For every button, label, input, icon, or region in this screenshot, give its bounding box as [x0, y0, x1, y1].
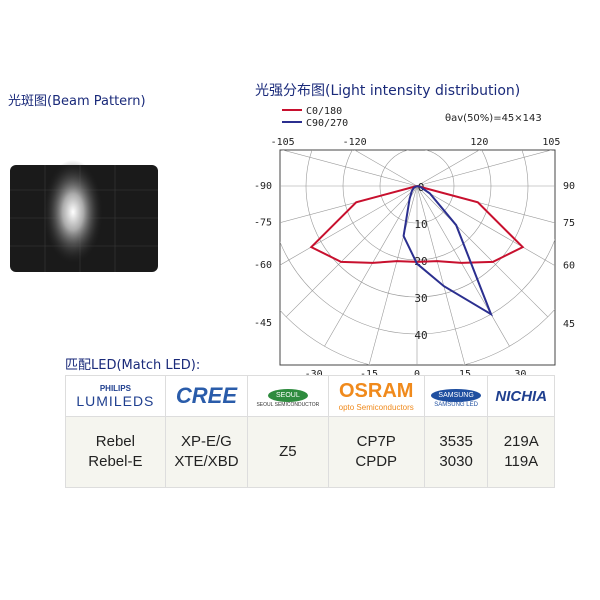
model-cell: Z5 [247, 416, 329, 488]
model-text: XTE/XBD [174, 453, 239, 470]
match-title: 匹配LED(Match LED): [65, 358, 201, 373]
brand-logo-text: OSRAM [338, 380, 414, 402]
angle-tick-label: -15 [360, 369, 378, 375]
brand-logo-text: SAMSUNG [431, 389, 481, 402]
brand-cell: NICHIA [487, 375, 555, 417]
angle-tick-label: -75 [254, 218, 272, 229]
brand-cell: OSRAM opto Semiconductors [327, 375, 425, 417]
model-text: 119A [504, 453, 539, 470]
brand-logo-text: SEOUL SEMICONDUCTOR [256, 402, 320, 408]
grid-spoke [285, 185, 418, 318]
brand-logo-text: CREE [175, 383, 237, 408]
angle-tick-label: 30 [514, 369, 526, 375]
model-text: XP-E/G [181, 433, 232, 450]
brand-cell: PHILIPS LUMILEDS [65, 375, 166, 417]
chart-title: 光强分布图(Light intensity distribution) [255, 83, 521, 99]
intensity-curve [402, 185, 493, 317]
brand-cell: SAMSUNG SAMSUNG LED [423, 375, 489, 417]
angle-tick-label: 105 [542, 137, 560, 148]
brand-cell: CREE [164, 375, 249, 417]
brand-logo-text: SAMSUNG LED [434, 402, 478, 408]
brand-logo-text: NICHIA [495, 387, 548, 405]
r-tick-label: 30 [414, 292, 427, 305]
angle-tick-label: -90 [254, 181, 272, 192]
angle-tick-label: -30 [305, 369, 323, 375]
beam-image [10, 160, 158, 272]
model-cell: CP7P CPDP [327, 416, 425, 488]
grid-spoke [368, 185, 418, 365]
brand-logo-text: LUMILEDS [76, 392, 155, 409]
r-tick-label: 10 [414, 218, 427, 231]
model-text: 3030 [439, 453, 473, 470]
legend-label: C0/180 [306, 106, 342, 117]
brand-logo-text: PHILIPS [99, 383, 131, 393]
angle-tick-label: -120 [343, 137, 367, 148]
grid-spoke [416, 150, 480, 187]
grid-spoke [416, 185, 555, 267]
grid-spoke [416, 185, 549, 318]
grid-spoke [354, 150, 418, 187]
legend-label: C90/270 [306, 118, 348, 129]
angle-tick-label: 75 [563, 218, 575, 229]
model-text: 3535 [439, 433, 473, 450]
model-cell: 3535 3030 [423, 416, 489, 488]
angle-tick-label: -45 [254, 318, 272, 329]
angle-tick-label: 0 [414, 369, 420, 375]
grid-spoke [416, 185, 466, 365]
brand-cell: SEOUL SEOUL SEMICONDUCTOR [247, 375, 329, 417]
model-text: 219A [503, 433, 539, 450]
grid-spoke [416, 150, 553, 187]
brand-logo-text: SEOUL [268, 389, 308, 402]
model-cell: XP-E/G XTE/XBD [164, 416, 249, 488]
angle-tick-label: 120 [470, 137, 488, 148]
angle-tick-label: 45 [563, 319, 575, 330]
angle-tick-label: 60 [563, 261, 575, 272]
beam-title: 光斑图(Beam Pattern) [8, 94, 146, 109]
angle-tick-label: 15 [459, 369, 471, 375]
angle-tick-label: -60 [254, 260, 272, 271]
r-tick-label: 40 [414, 329, 427, 342]
brand-logo-text: opto Semiconductors [338, 403, 414, 412]
grid-spoke [416, 185, 510, 347]
model-cell: Rebel Rebel-E [65, 416, 166, 488]
model-text: Z5 [279, 443, 297, 460]
model-text: Rebel-E [88, 453, 143, 470]
model-text: Rebel [95, 433, 135, 450]
angle-tick-label: 90 [563, 181, 575, 192]
model-text: CPDP [355, 453, 398, 470]
angle-tick-label: -105 [271, 137, 295, 148]
grid-spoke [324, 185, 418, 347]
led-table: PHILIPS LUMILEDS CREE SEOUL SEOUL SEMICONDUC… [65, 375, 555, 488]
annotation: θav(50%)=45×143 [445, 113, 542, 124]
model-cell: 219A 119A [487, 416, 555, 488]
grid-spoke [281, 150, 418, 187]
grid-spoke [280, 185, 418, 266]
model-text: CP7P [356, 433, 396, 450]
